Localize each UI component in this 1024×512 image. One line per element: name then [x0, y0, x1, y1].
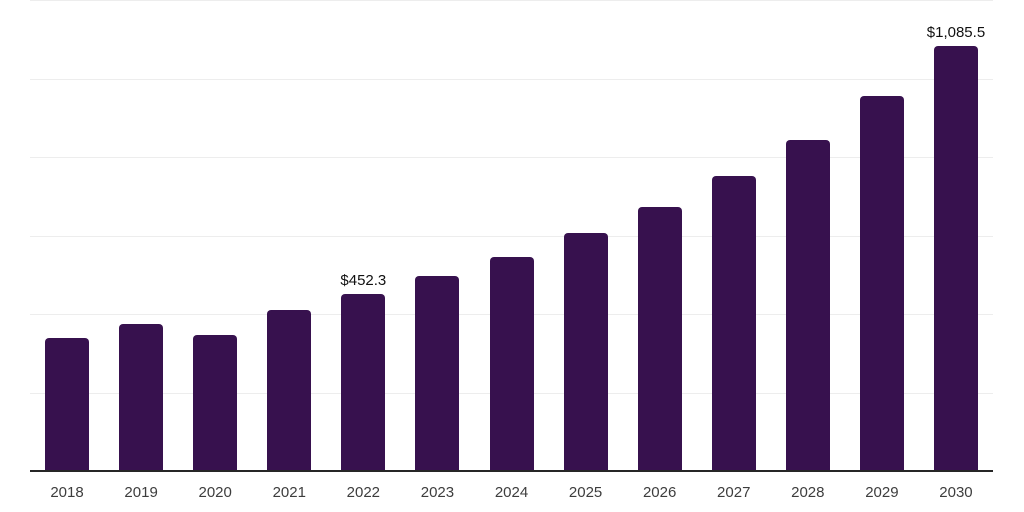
bar-2029 — [859, 95, 904, 472]
x-tick-label-2022: 2022 — [346, 484, 381, 501]
bar-slot-2020 — [178, 1, 252, 472]
bar-slot-2021 — [252, 1, 326, 472]
x-tick-label-2021: 2021 — [272, 484, 306, 501]
x-axis-tick-labels: 2018 2019 2020 2021 2022 2023 2024 2025 2026 2027… — [30, 484, 993, 501]
x-tick-label-2019: 2019 — [124, 484, 158, 501]
bar-slot-2030: $1,085.5 — [919, 1, 993, 472]
bar-2026 — [637, 206, 682, 472]
bar-slot-2029 — [845, 1, 919, 472]
bar-2025 — [563, 232, 608, 472]
x-tick-label-2020: 2020 — [198, 484, 232, 501]
bar-slot-2024 — [474, 1, 548, 472]
gridline-1000 — [30, 78, 993, 80]
bar-2028 — [785, 139, 830, 472]
plot-area: $452.3 $1,085.5 — [30, 0, 993, 472]
bar-2024 — [489, 256, 534, 472]
x-tick-label-2024: 2024 — [494, 484, 529, 501]
x-tick-label-2030: 2030 — [939, 484, 973, 501]
bar-2027 — [711, 175, 756, 472]
x-tick-label-2028: 2028 — [791, 484, 825, 501]
bar-2022 — [341, 294, 386, 472]
value-label-2030: $1,085.5 — [926, 23, 986, 41]
bar-slot-2022: $452.3 — [326, 1, 400, 472]
gridline-1200 — [30, 0, 993, 1]
bar-2030 — [933, 45, 978, 472]
x-tick-label-2018: 2018 — [50, 484, 84, 501]
bar-2021 — [267, 309, 312, 472]
x-tick-label-2026: 2026 — [642, 484, 677, 501]
bar-slot-2028 — [771, 1, 845, 472]
gridline-600 — [30, 235, 993, 237]
bar-slot-2018 — [30, 1, 104, 472]
value-label-2022: $452.3 — [340, 272, 387, 290]
x-tick-label-2027: 2027 — [717, 484, 751, 501]
gridline-800 — [30, 157, 993, 159]
bar-slot-2025 — [549, 1, 623, 472]
bar-slot-2019 — [104, 1, 178, 472]
bar-slot-2027 — [697, 1, 771, 472]
x-axis-line — [30, 470, 993, 472]
x-tick-label-2025: 2025 — [568, 484, 603, 501]
bar-slot-2023 — [400, 1, 474, 472]
bar-2023 — [415, 276, 460, 472]
bar-slot-2026 — [623, 1, 697, 472]
bars-container: $452.3 $1,085.5 — [30, 1, 993, 472]
bar-2018 — [45, 338, 90, 472]
x-tick-label-2029: 2029 — [865, 484, 899, 501]
x-tick-label-2023: 2023 — [420, 484, 455, 501]
bar-2019 — [119, 324, 164, 472]
bar-2020 — [193, 335, 238, 472]
